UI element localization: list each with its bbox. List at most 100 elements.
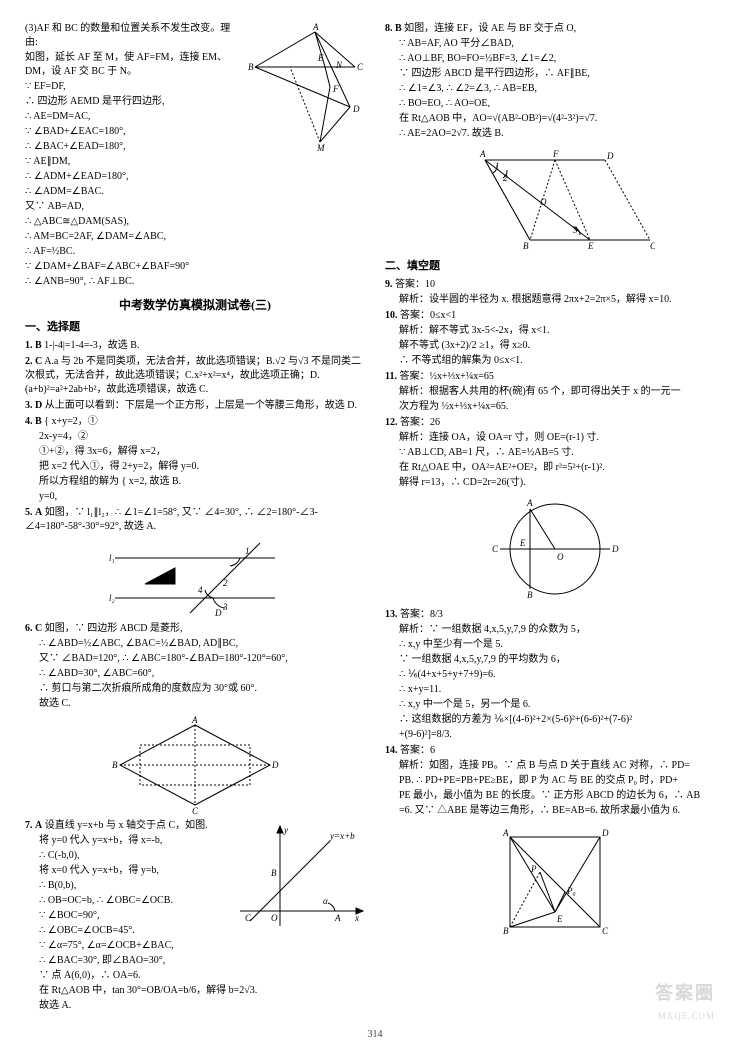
q12-line: 解析：连接 OA，设 OA=r 寸，则 OE=(r-1) 寸. xyxy=(385,431,725,445)
q8-ans: B xyxy=(395,23,402,34)
svg-text:B: B xyxy=(271,868,277,878)
svg-text:O: O xyxy=(557,552,564,562)
intro-line: ∴ AF=½BC. xyxy=(25,245,365,259)
q5: 5. A 如图，∵ l₁∥l₂，∴ ∠1=∠1=58°, 又∵ ∠4=30°, … xyxy=(25,506,365,618)
q4-line: 2x-y=4，② xyxy=(25,430,365,444)
q4-ans: B xyxy=(35,416,42,427)
q13-line: ∴ x+y=11. xyxy=(385,683,725,697)
q11-num: 11. xyxy=(385,371,397,382)
svg-text:A: A xyxy=(479,149,486,159)
q7-line: 设直线 y=x+b 与 x 轴交于点 C，如图. xyxy=(45,820,208,831)
q4-line: 把 x=2 代入①，得 2+y=2，解得 y=0. xyxy=(25,460,365,474)
q6-ans: C xyxy=(35,623,42,634)
svg-text:B: B xyxy=(503,926,509,936)
q14-line: 解析：如图，连接 PB。∵ 点 B 与点 D 关于直线 AC 对称，∴ PD= xyxy=(385,759,725,773)
figure-q14: A D B C P E P₀ xyxy=(485,822,625,942)
q7-line: 在 Rt△AOB 中，tan 30°=OB/OA=b/6，解得 b=2√3. xyxy=(25,984,365,998)
section1-title: 一、选择题 xyxy=(25,320,365,335)
svg-text:3: 3 xyxy=(222,602,228,612)
q2-text: A.a 与 2b 不是同类项，无法合并，故此选项错误；B.√2 与√3 不是同类… xyxy=(25,356,361,395)
intro-line: ∵ ∠DAM+∠BAF=∠ABC+∠BAF=90° xyxy=(25,260,365,274)
exam-title: 中考数学仿真模拟测试卷(三) xyxy=(25,297,365,314)
q12-line: ∵ AB⊥CD, AB=1 尺，∴ AE=½AB=5 寸. xyxy=(385,446,725,460)
svg-text:A: A xyxy=(502,828,509,838)
svg-text:2: 2 xyxy=(503,173,508,183)
q8-line: ∴ AE=2AO=2√7. 故选 B. xyxy=(385,127,725,141)
q4-line: ①+②，得 3x=6，解得 x=2， xyxy=(25,445,365,459)
svg-text:D: D xyxy=(611,544,619,554)
q6-num: 6. xyxy=(25,623,33,634)
q6-line: 故选 C. xyxy=(25,697,365,711)
svg-text:l₁: l₁ xyxy=(109,553,115,563)
q13-line: +(9-6)²]=8/3. xyxy=(385,728,725,742)
q6-line: 如图，∵ 四边形 ABCD 是菱形, xyxy=(45,623,183,634)
svg-text:C: C xyxy=(492,544,499,554)
q13-line: ∵ 一组数据 4,x,5,y,7,9 的平均数为 6， xyxy=(385,653,725,667)
page-root: A B E N C F D M (3)AF 和 BC 的数量和位置关系不发生改变… xyxy=(25,20,725,1016)
q3-text: 从上面可以看到：下层是一个正方形，上层是一个等腰三角形，故选 D. xyxy=(45,400,357,411)
q14-line: =6. 又∵ △ABE 是等边三角形，∴ BE=AB=6. 故所求最小值为 6. xyxy=(385,804,725,818)
q7-line: ∵ 点 A(6,0)，∴ OA=6. xyxy=(25,969,365,983)
q6-line: ∴ ∠ABD=30°, ∠ABC=60°, xyxy=(25,667,365,681)
q2: 2. C A.a 与 2b 不是同类项，无法合并，故此选项错误；B.√2 与√3… xyxy=(25,355,365,397)
q8: 8. B 如图，连接 EF，设 AE 与 BF 交于点 O, ∵ AB=AF, … xyxy=(385,22,725,255)
q7: y y=x+b B C O A x α 7. A 设直线 y=x+b 与 x 轴… xyxy=(25,819,365,1014)
q1: 1. B 1-|-4|=1-4=-3，故选 B. xyxy=(25,339,365,353)
q13: 13. 答案：8/3 解析：∵ 一组数据 4,x,5,y,7,9 的众数为 5，… xyxy=(385,608,725,742)
q5-num: 5. xyxy=(25,507,33,518)
q2-num: 2. xyxy=(25,356,33,367)
svg-text:C: C xyxy=(650,241,655,251)
q12-num: 12. xyxy=(385,417,398,428)
q10-ans: 答案：0≤x<1 xyxy=(400,310,456,321)
q6-line: ∴ ∠ABD=½∠ABC, ∠BAC=½∠BAD, AD∥BC, xyxy=(25,637,365,651)
q10-line: ∴ 不等式组的解集为 0≤x<1. xyxy=(385,354,725,368)
q8-line: ∴ ∠1=∠3, ∴ ∠2=∠3, ∴ AB=EB, xyxy=(385,82,725,96)
intro-line: ∴ ∠BAC+∠EAD=180°, xyxy=(25,140,365,154)
q7-ans: A xyxy=(35,820,42,831)
watermark-url: MXQE.COM xyxy=(658,1010,715,1023)
svg-text:y: y xyxy=(283,825,288,835)
q14-ans: 答案：6 xyxy=(400,745,435,756)
q10-line: 解析：解不等式 3x-5<-2x，得 x<1. xyxy=(385,324,725,338)
svg-text:y=x+b: y=x+b xyxy=(329,831,355,841)
q6-line: ∴ 剪口与第二次折痕所成角的度数应为 30°或 60°. xyxy=(25,682,365,696)
figure-q7: y y=x+b B C O A x α xyxy=(235,821,365,941)
q3-num: 3. xyxy=(25,400,33,411)
q1-text: 1-|-4|=1-4=-3，故选 B. xyxy=(44,340,139,351)
intro-line: ∴ 四边形 AEMD 是平行四边形, xyxy=(25,95,365,109)
figure-q12: A C E O D B xyxy=(480,494,630,604)
q5-text: 如图，∵ l₁∥l₂，∴ ∠1=∠1=58°, 又∵ ∠4=30°, ∴ ∠2=… xyxy=(25,507,318,532)
svg-text:P₀: P₀ xyxy=(566,886,576,896)
svg-text:B: B xyxy=(527,590,533,600)
svg-text:D: D xyxy=(601,828,609,838)
q12-line: 在 Rt△OAE 中，OA²=AE²+OE²，即 r²=5²+(r-1)². xyxy=(385,461,725,475)
q3: 3. D 从上面可以看到：下层是一个正方形，上层是一个等腰三角形，故选 D. xyxy=(25,399,365,413)
q5-ans: A xyxy=(35,507,42,518)
svg-text:1: 1 xyxy=(495,161,500,171)
q10-line: 解不等式 (3x+2)/2 ≥1，得 x≥0. xyxy=(385,339,725,353)
intro-line: 又∵ AB=AD, xyxy=(25,200,365,214)
q4-line: y=0, xyxy=(25,490,365,504)
svg-text:3: 3 xyxy=(572,225,578,235)
watermark-text: 答案圈 xyxy=(655,981,715,1006)
q8-num: 8. xyxy=(385,23,393,34)
intro-line: ∴ AM=BC=2AF, ∠DAM=∠ABC, xyxy=(25,230,365,244)
svg-text:A: A xyxy=(334,913,341,923)
intro-block: (3)AF 和 BC 的数量和位置关系不发生改变。理由: 如图，延长 AF 至 … xyxy=(25,22,365,289)
intro-line: 如图，延长 AF 至 M，使 AF=FM，连接 EM、DM，设 AF 交 BC … xyxy=(25,51,365,79)
svg-text:D: D xyxy=(214,608,222,618)
q8-line: ∴ AO⊥BF, BO=FO=½BF=3, ∠1=∠2, xyxy=(385,52,725,66)
q13-ans: 答案：8/3 xyxy=(400,609,443,620)
q10-num: 10. xyxy=(385,310,398,321)
svg-text:B: B xyxy=(523,241,529,251)
q9: 9. 答案：10 解析：设半圆的半径为 x. 根据题意得 2πx+2=2π×5，… xyxy=(385,278,725,307)
svg-text:D: D xyxy=(606,151,614,161)
q11-line: 次方程为 ½x+⅓x+¼x=65. xyxy=(385,400,725,414)
svg-text:O: O xyxy=(271,913,278,923)
q8-line: ∴ BO=EO, ∴ AO=OE, xyxy=(385,97,725,111)
q12: 12. 答案：26 解析：连接 OA，设 OA=r 寸，则 OE=(r-1) 寸… xyxy=(385,416,725,604)
q7-line: ∵ ∠α=75°, ∠α=∠OCB+∠BAC, xyxy=(25,939,365,953)
section2-title: 二、填空题 xyxy=(385,259,725,274)
svg-text:α: α xyxy=(323,896,328,906)
q14-line: PE 最小，最小值为 BE 的长度。∵ 正方形 ABCD 的边长为 6，∴ AB xyxy=(385,789,725,803)
